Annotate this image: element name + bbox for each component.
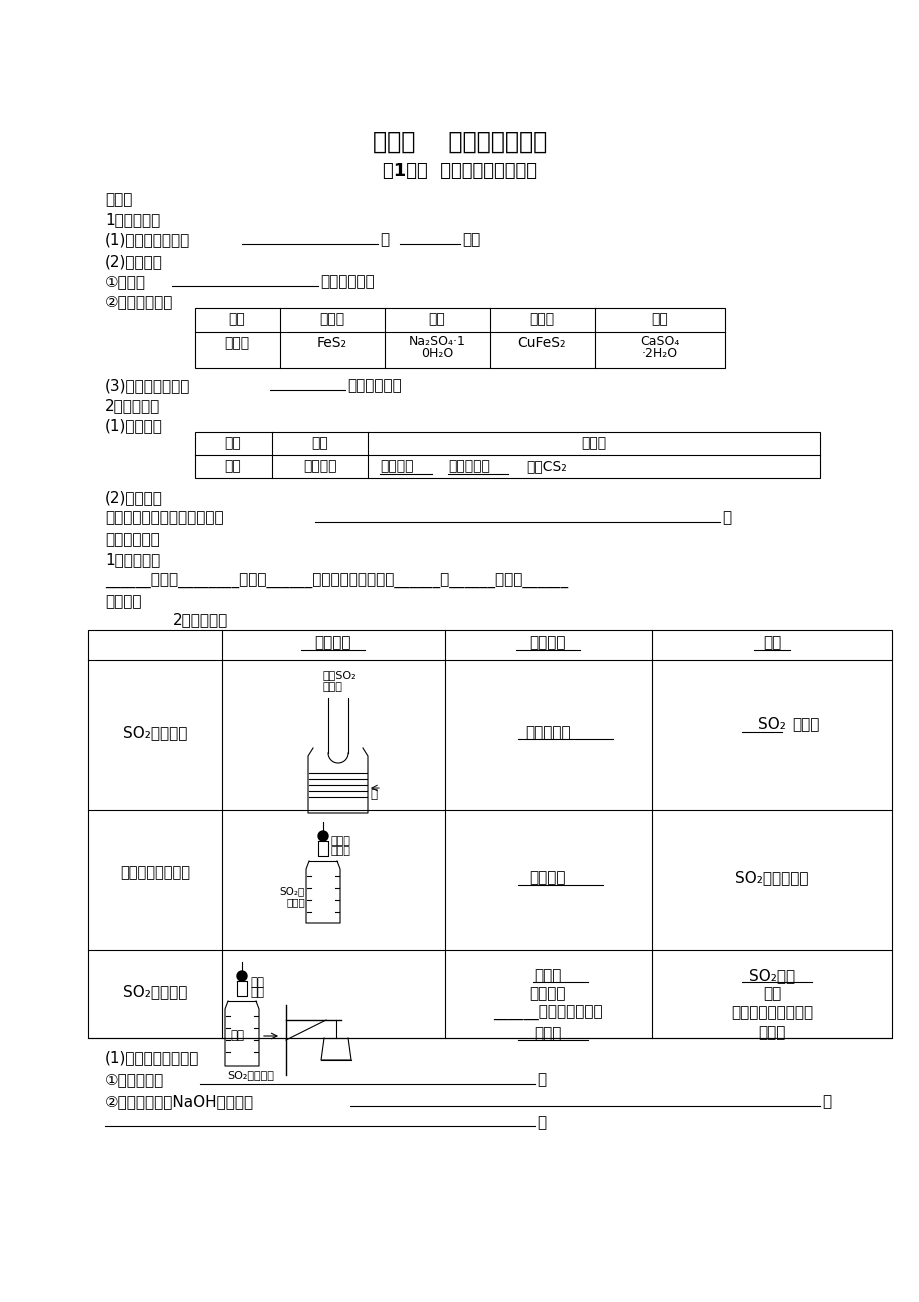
Text: 溶于水: 溶于水 [791,717,819,732]
Text: ，振荡后: ，振荡后 [529,986,565,1001]
Text: 水: 水 [369,788,377,801]
Text: 1．物理性质: 1．物理性质 [105,552,160,566]
Text: 溶于CS₂: 溶于CS₂ [526,460,566,473]
Text: 或: 或 [821,1094,830,1109]
Text: FeS₂: FeS₂ [317,336,346,350]
Text: ①主要以: ①主要以 [105,273,146,289]
Text: 1．硫的存在: 1．硫的存在 [105,212,160,227]
Text: 色态: 色态 [312,436,328,450]
Text: 2．硫的性质: 2．硫的性质 [105,398,160,413]
Text: ①与水反应：: ①与水反应： [105,1072,165,1087]
Text: ______，再加热后，溶: ______，再加热后，溶 [493,1006,602,1021]
Text: 。: 。 [537,1072,546,1087]
Text: (1)游离态：存在于: (1)游离态：存在于 [105,232,190,247]
Text: 蕊试液: 蕊试液 [331,846,350,855]
Text: 性，: 性， [762,986,780,1001]
Text: 或: 或 [380,232,389,247]
Text: 第三节    硫和氮的氧化物: 第三节 硫和氮的氧化物 [372,130,547,154]
Text: 溶液颜色: 溶液颜色 [529,870,565,885]
Text: 2．化学性质: 2．化学性质 [173,612,228,628]
Text: SO₂具有: SO₂具有 [748,967,794,983]
Text: SO₂的水溶液: SO₂的水溶液 [227,1070,274,1079]
Text: SO₂: SO₂ [757,717,785,732]
Text: Na₂SO₄·1: Na₂SO₄·1 [408,335,465,348]
Text: ______色，有________气味的______毒气体，密度比空气______，______液化，______: ______色，有________气味的______毒气体，密度比空气_____… [105,574,568,589]
Text: CuFeS₂: CuFeS₂ [517,336,565,350]
Text: 水溶液: 水溶液 [286,897,305,907]
Text: (2)化学性质: (2)化学性质 [105,490,163,505]
Text: 0H₂O: 0H₂O [420,348,453,359]
Bar [195,432,819,478]
Text: 结论: 结论 [762,635,780,650]
Text: 实验操作: 实验操作 [314,635,351,650]
Text: 液颜色: 液颜色 [534,1026,562,1042]
Text: 溶于水，: 溶于水， [380,460,413,473]
Text: 实验现象: 实验现象 [529,635,565,650]
Bar [88,630,891,1038]
Text: 黄铜矿: 黄铜矿 [528,312,554,326]
Text: (3)硫还是组成某些: (3)硫还是组成某些 [105,378,190,393]
Text: ②重要的化合物: ②重要的化合物 [105,294,173,309]
Text: SO₂的水溶液显: SO₂的水溶液显 [734,870,808,885]
Text: 。: 。 [537,1115,546,1130]
Text: 溶于水。: 溶于水。 [105,594,142,609]
Text: ·2H₂O: ·2H₂O [641,348,677,359]
Text: 石膏: 石膏 [651,312,667,326]
Text: (1)物理性质: (1)物理性质 [105,418,163,434]
Text: 的试管: 的试管 [323,682,343,691]
Text: 不稳定: 不稳定 [757,1025,785,1040]
Text: 在空气中燃烧的化学方程式为: 在空气中燃烧的化学方程式为 [105,510,223,525]
Text: 试管中液面: 试管中液面 [525,725,570,740]
Bar [195,309,724,368]
Text: 里。: 里。 [461,232,480,247]
Text: 黄色晶体: 黄色晶体 [303,460,336,473]
Text: 二、二氧化硫: 二、二氧化硫 [105,533,160,547]
Text: (1)酸性氧化物的通性: (1)酸性氧化物的通性 [105,1049,199,1065]
Text: 硫黄: 硫黄 [224,460,241,473]
Text: (2)化合态：: (2)化合态： [105,254,163,270]
Text: SO₂的水溶性: SO₂的水溶性 [122,725,187,740]
Text: SO₂的漂白性: SO₂的漂白性 [122,984,187,999]
Text: CaSO₄: CaSO₄ [640,335,679,348]
Text: SO₂的: SO₂的 [279,885,305,896]
Text: 名称: 名称 [229,312,245,326]
Text: 溶解性: 溶解性 [581,436,606,450]
Text: 紫色石: 紫色石 [331,836,350,846]
Text: 的生命元素。: 的生命元素。 [346,378,402,393]
Text: 第1课时  二氧化硫和三氧化硫: 第1课时 二氧化硫和三氧化硫 [382,161,537,180]
Circle shape [237,971,246,980]
Text: 品红: 品红 [250,976,264,990]
Text: 溶液先: 溶液先 [534,967,562,983]
Text: 芒硝: 芒硝 [428,312,445,326]
Text: 酸性氧化物的性质: 酸性氧化物的性质 [119,865,190,880]
Text: 但生成的无色化合物: 但生成的无色化合物 [730,1005,812,1019]
Text: 。: 。 [721,510,731,525]
Text: 的形式存在。: 的形式存在。 [320,273,374,289]
Text: 硫铁矿: 硫铁矿 [319,312,345,326]
Circle shape [318,831,328,841]
Text: 一、硫: 一、硫 [105,191,132,207]
Text: 溶于酒精，: 溶于酒精， [448,460,489,473]
Text: 溶液: 溶液 [250,986,264,999]
Text: ②与碱反应：与NaOH溶液反应: ②与碱反应：与NaOH溶液反应 [105,1094,254,1109]
Text: 化学式: 化学式 [224,336,249,350]
Text: 振荡: 振荡 [230,1029,244,1042]
Text: 充满SO₂: 充满SO₂ [323,671,357,680]
Text: 俗名: 俗名 [224,436,241,450]
